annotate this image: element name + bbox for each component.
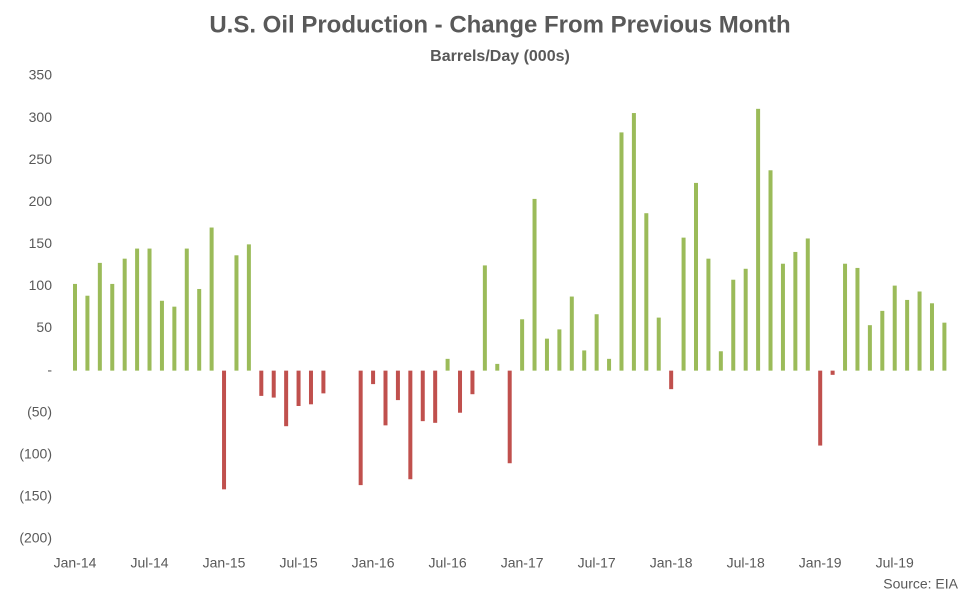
bar — [867, 325, 872, 371]
bar — [607, 358, 612, 371]
bar — [942, 322, 947, 371]
bar — [159, 300, 164, 371]
y-tick-label: 350 — [29, 67, 53, 83]
bar — [855, 267, 860, 371]
bar — [669, 370, 674, 390]
bar — [73, 283, 77, 371]
bar — [284, 370, 289, 427]
bar — [619, 132, 624, 371]
bar — [768, 170, 773, 371]
bar — [569, 296, 574, 371]
y-tick-label: 200 — [29, 193, 53, 209]
x-tick-label: Jul-18 — [727, 555, 765, 571]
bar — [420, 370, 425, 422]
bar — [644, 213, 649, 371]
bar — [271, 370, 276, 398]
chart-subtitle: Barrels/Day (000s) — [430, 48, 570, 65]
y-tick-label: 300 — [29, 109, 53, 125]
bar — [880, 310, 885, 371]
bar — [929, 303, 934, 371]
bar — [805, 238, 810, 371]
y-tick-label: (50) — [27, 403, 52, 419]
bar — [892, 285, 897, 371]
bar — [843, 263, 848, 371]
x-tick-label: Jan-15 — [203, 555, 246, 571]
bar — [110, 283, 115, 371]
x-tick-label: Jul-16 — [429, 555, 467, 571]
bar — [85, 295, 90, 371]
bar — [308, 370, 313, 405]
y-tick-label: 50 — [36, 319, 52, 335]
bar — [97, 262, 102, 371]
bar — [470, 370, 475, 395]
bar — [557, 329, 562, 371]
x-tick-label: Jan-19 — [799, 555, 842, 571]
bar — [594, 314, 599, 371]
bar — [917, 291, 922, 371]
bar — [482, 265, 487, 371]
bar — [408, 370, 413, 480]
y-tick-label: 100 — [29, 277, 53, 293]
bar — [433, 370, 438, 423]
bar — [905, 299, 910, 371]
bar — [147, 248, 152, 371]
x-tick-label: Jul-19 — [876, 555, 914, 571]
bar — [544, 338, 549, 371]
bar — [582, 350, 587, 371]
bar — [222, 370, 227, 490]
bar — [234, 255, 239, 371]
bar — [259, 370, 264, 396]
bar — [358, 370, 363, 486]
x-tick-label: Jan-17 — [501, 555, 544, 571]
bar — [818, 370, 823, 446]
bar — [656, 317, 661, 371]
bar — [458, 370, 463, 413]
bar — [694, 182, 698, 371]
x-tick-label: Jan-16 — [352, 555, 395, 571]
y-tick-label: 150 — [29, 235, 53, 251]
y-tick-label: (100) — [19, 446, 52, 462]
bar — [706, 258, 711, 371]
bar — [631, 113, 636, 371]
bar — [184, 248, 189, 371]
y-tick-label: - — [47, 361, 52, 377]
bar — [532, 198, 537, 371]
x-tick-label: Jan-14 — [54, 555, 97, 571]
bar — [209, 227, 214, 371]
bar — [197, 288, 202, 371]
bar — [780, 263, 785, 371]
bar — [731, 279, 736, 371]
bar — [371, 370, 376, 385]
bar — [830, 370, 835, 375]
bar — [445, 358, 450, 371]
bar — [756, 108, 761, 371]
bar — [135, 248, 140, 371]
chart-title: U.S. Oil Production - Change From Previo… — [209, 11, 790, 38]
x-tick-label: Jul-14 — [130, 555, 168, 571]
y-tick-label: 250 — [29, 151, 53, 167]
bar — [520, 319, 525, 371]
bar — [718, 351, 723, 371]
bar — [395, 370, 400, 401]
bar — [743, 268, 748, 371]
bar — [246, 244, 251, 371]
bar — [495, 363, 500, 371]
y-tick-label: (200) — [19, 530, 52, 546]
source-note: Source: EIA — [883, 576, 958, 592]
x-tick-label: Jul-15 — [279, 555, 317, 571]
bar — [321, 370, 326, 394]
bar — [122, 258, 127, 371]
bar — [681, 237, 686, 371]
bar — [172, 306, 177, 371]
x-tick-label: Jan-18 — [650, 555, 693, 571]
bar — [507, 370, 512, 464]
x-tick-label: Jul-17 — [578, 555, 616, 571]
bar — [793, 251, 798, 371]
bar — [296, 370, 301, 406]
bar — [383, 370, 388, 426]
y-tick-label: (150) — [19, 488, 52, 504]
